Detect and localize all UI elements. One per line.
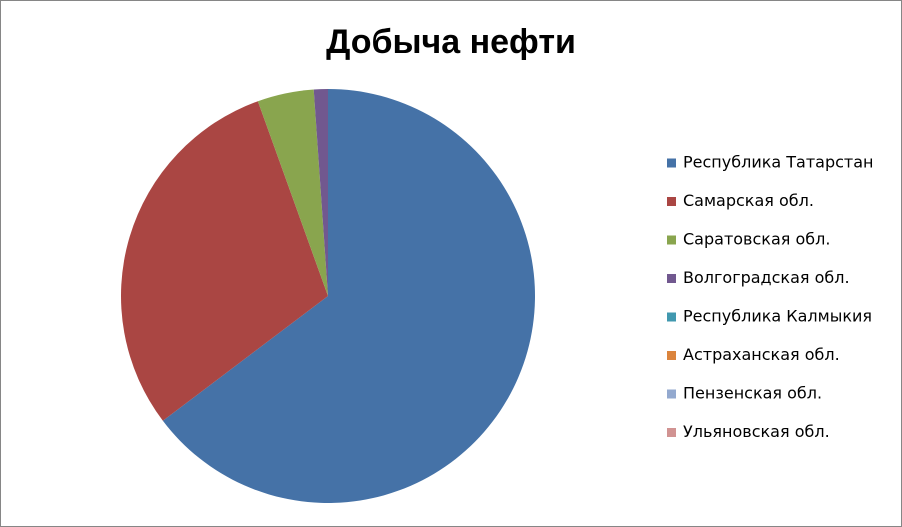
- legend-swatch: [667, 235, 676, 245]
- pie-slice: [257, 89, 328, 297]
- legend-label: Республика Калмыкия: [683, 307, 872, 326]
- legend-swatch: [667, 351, 676, 360]
- legend-label: Саратовская обл.: [683, 230, 830, 249]
- legend-label: Астраханская обл.: [683, 345, 840, 364]
- pie-slice: [313, 89, 328, 296]
- legend-label: Республика Татарстан: [683, 153, 874, 172]
- pie-slice: [120, 101, 329, 421]
- legend-swatch: [667, 197, 676, 206]
- legend-swatch: [667, 274, 676, 283]
- legend-swatch: [667, 428, 676, 437]
- pie-slice: [162, 89, 535, 503]
- legend-label: Самарская обл.: [683, 191, 814, 210]
- legend-swatch: [667, 158, 676, 168]
- legend-label: Ульяновская обл.: [683, 422, 830, 441]
- legend-swatch: [667, 389, 676, 399]
- legend-swatch: [667, 312, 676, 322]
- legend-label: Пензенская обл.: [683, 384, 822, 403]
- legend-label: Волгоградская обл.: [683, 268, 850, 287]
- chart-title: Добыча нефти: [326, 23, 576, 61]
